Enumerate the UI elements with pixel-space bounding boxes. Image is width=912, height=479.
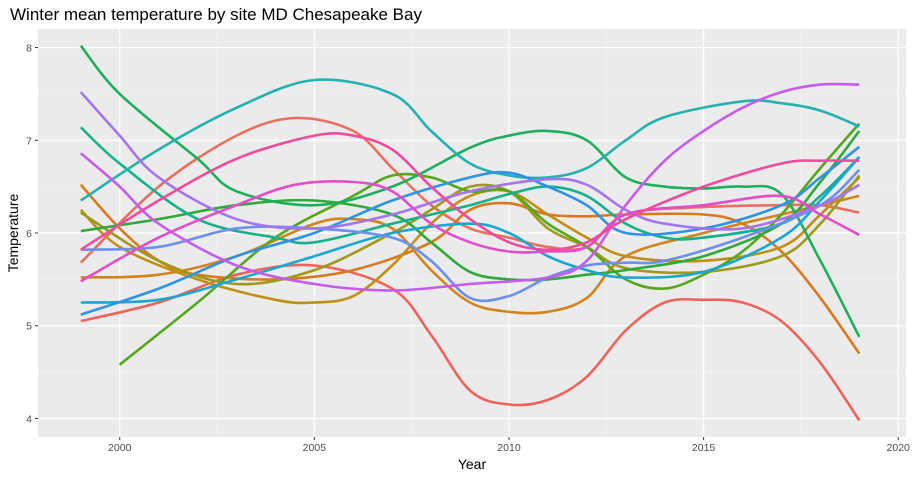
series-line-18 [80,132,860,251]
series-line-15 [79,91,860,231]
y-axis-title: Temperature [5,193,21,272]
series-line-17 [80,180,860,283]
x-axis-title: Year [458,456,487,472]
x-tick-label: 2010 [497,442,521,454]
x-tick-label: 2000 [108,442,132,454]
series-line-13 [80,145,861,316]
series-line-10 [79,126,861,245]
x-tick-label: 2005 [303,442,327,454]
y-axis: 4 5 6 7 8 [26,43,38,425]
series-line-9 [79,44,861,338]
series-lines [79,44,861,422]
series-line-14 [80,168,861,303]
x-axis: 2000 2005 2010 2015 2020 [108,437,910,454]
chart-title: Winter mean temperature by site MD Chesa… [10,5,422,24]
series-line-8 [80,130,861,282]
series-line-16 [79,82,860,292]
y-tick-label: 8 [26,43,32,55]
series-line-6 [80,174,861,286]
series-line-5 [79,176,861,305]
y-tick-label: 7 [26,135,32,147]
series-line-12 [80,156,861,304]
x-tick-label: 2015 [692,442,716,454]
series-line-1 [80,263,861,422]
y-tick-label: 6 [26,228,32,240]
y-tick-label: 4 [26,413,32,425]
series-line-2 [79,116,860,264]
x-tick-label: 2020 [887,442,911,454]
y-tick-label: 5 [26,321,32,333]
